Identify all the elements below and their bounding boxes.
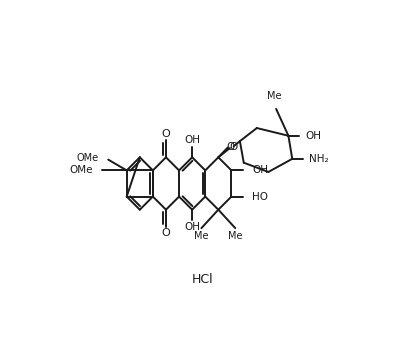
Text: OMe: OMe bbox=[69, 166, 93, 175]
Text: O: O bbox=[161, 129, 170, 139]
Text: OMe: OMe bbox=[77, 153, 99, 163]
Text: OH: OH bbox=[252, 166, 268, 175]
Text: OH: OH bbox=[305, 131, 320, 141]
Text: O: O bbox=[226, 142, 234, 152]
Text: O: O bbox=[161, 228, 170, 238]
Text: HCl: HCl bbox=[192, 273, 213, 286]
Text: HO: HO bbox=[252, 192, 268, 201]
Text: Me: Me bbox=[228, 231, 242, 241]
Text: Me: Me bbox=[194, 231, 208, 241]
Text: OH: OH bbox=[184, 135, 199, 145]
Text: O: O bbox=[229, 142, 237, 152]
Text: NH₂: NH₂ bbox=[309, 154, 328, 164]
Text: Me: Me bbox=[267, 91, 281, 102]
Text: OH: OH bbox=[184, 222, 199, 232]
